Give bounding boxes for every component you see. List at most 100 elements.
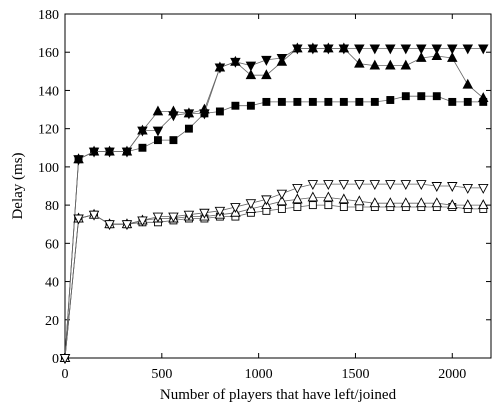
data-point	[307, 180, 319, 191]
data-point	[323, 191, 334, 202]
data-point	[73, 214, 84, 225]
data-point	[432, 92, 441, 101]
data-point	[276, 195, 288, 206]
data-point	[215, 107, 224, 116]
series-6	[59, 180, 489, 364]
data-point	[338, 193, 350, 204]
data-point	[369, 59, 381, 70]
data-point	[324, 97, 333, 106]
data-point	[354, 195, 365, 206]
data-point	[400, 180, 412, 191]
data-point	[199, 208, 210, 219]
y-tick-label: 100	[38, 161, 59, 176]
x-tick-label: 500	[151, 367, 172, 382]
series-line	[64, 95, 484, 359]
data-point	[385, 180, 396, 191]
data-point	[307, 191, 319, 202]
data-point	[400, 197, 412, 208]
data-point	[417, 92, 426, 101]
x-axis-ticks: 0 500 1000 1500 2000	[62, 14, 466, 382]
data-point	[462, 183, 474, 194]
data-point	[370, 97, 379, 106]
y-tick-label: 160	[38, 46, 59, 61]
data-point	[276, 54, 288, 64]
data-point	[246, 101, 255, 110]
series-3	[59, 44, 489, 364]
data-point	[400, 59, 412, 70]
data-point	[199, 109, 210, 120]
data-point	[184, 124, 193, 133]
data-point	[385, 197, 396, 208]
series-line	[64, 48, 484, 359]
data-point	[292, 193, 303, 204]
y-axis-title: Delay (ms)	[10, 152, 26, 219]
data-point	[88, 147, 100, 158]
plot-area	[64, 13, 492, 359]
data-point	[369, 44, 381, 55]
data-point	[245, 61, 257, 72]
y-tick-label: 20	[45, 314, 59, 329]
data-point	[245, 199, 257, 210]
data-point	[338, 180, 350, 191]
y-tick-label: 0	[52, 352, 59, 367]
data-point	[354, 44, 365, 55]
data-point	[431, 44, 443, 55]
data-point	[277, 97, 286, 106]
x-tick-label: 2000	[438, 367, 466, 382]
x-tick-label: 1000	[245, 367, 273, 382]
data-point	[339, 97, 348, 106]
data-point	[261, 69, 272, 80]
data-point	[431, 50, 443, 60]
data-point	[447, 44, 458, 55]
data-point	[214, 63, 226, 74]
data-point	[104, 220, 115, 231]
data-point	[416, 197, 427, 208]
data-point	[462, 199, 474, 210]
data-point	[431, 182, 443, 192]
data-point	[262, 97, 271, 106]
x-tick-label: 0	[62, 367, 69, 382]
data-point	[416, 44, 427, 55]
data-point	[292, 44, 303, 55]
y-tick-label: 140	[38, 84, 59, 99]
data-point	[276, 189, 288, 200]
data-point	[447, 199, 458, 210]
data-point	[385, 44, 396, 55]
data-point	[137, 126, 148, 137]
data-point	[400, 44, 412, 55]
data-point	[478, 92, 489, 103]
data-point	[152, 105, 164, 116]
series-5	[59, 191, 489, 362]
x-tick-label: 1500	[341, 367, 369, 382]
data-point	[323, 180, 334, 191]
data-point	[354, 57, 365, 68]
y-axis-ticks: 0 20 40 60 80 100 120 140 160 180	[38, 8, 491, 367]
data-point	[214, 206, 226, 217]
data-point	[137, 216, 148, 227]
data-point	[104, 147, 115, 158]
data-point	[478, 199, 489, 210]
data-point	[339, 203, 348, 211]
data-point	[73, 155, 84, 166]
data-point	[168, 212, 179, 223]
data-point	[447, 51, 458, 62]
data-point	[183, 210, 195, 221]
data-point	[152, 126, 164, 137]
data-point	[261, 55, 272, 66]
data-point	[338, 44, 350, 55]
y-tick-label: 60	[45, 237, 59, 252]
data-point	[307, 44, 319, 55]
data-point	[308, 201, 317, 210]
series-line	[64, 183, 484, 359]
data-point	[138, 143, 147, 152]
data-point	[168, 111, 179, 122]
data-point	[462, 44, 474, 55]
y-tick-label: 40	[45, 276, 59, 291]
data-point	[308, 97, 317, 106]
series-line	[64, 204, 484, 359]
data-point	[478, 44, 489, 55]
data-point	[261, 195, 272, 206]
data-point	[293, 97, 302, 106]
data-point	[277, 204, 286, 213]
